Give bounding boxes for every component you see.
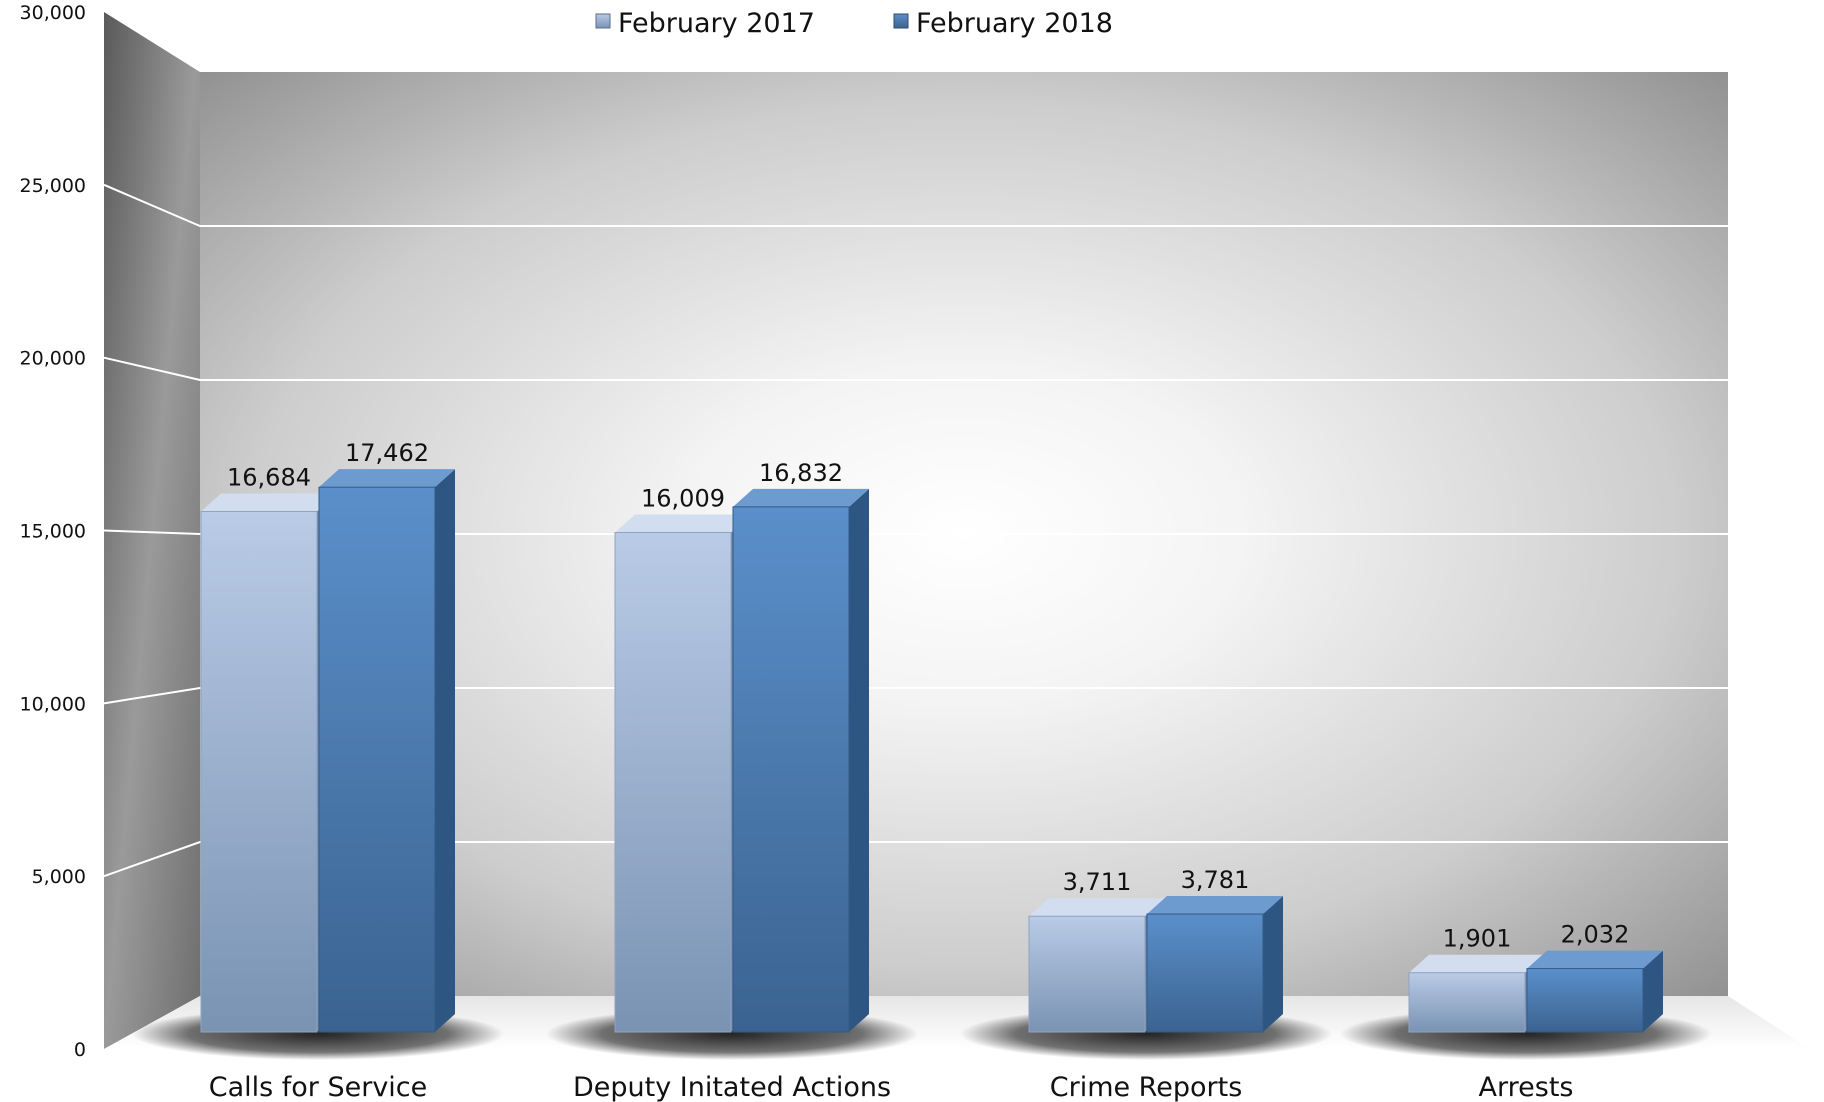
y-tick-label: 10,000 [20,693,86,715]
bar [614,514,751,1033]
bar [200,493,337,1033]
bar-top [1147,896,1283,915]
bar-front [1408,972,1526,1033]
gridline [103,841,1728,878]
data-label: 17,462 [345,439,429,467]
bar [1526,950,1663,1033]
bar-front [1146,913,1264,1033]
bar-top [1029,898,1165,917]
legend: February 2017 February 2018 [595,8,1113,39]
data-label: 16,832 [759,459,843,487]
data-label: 1,901 [1443,925,1512,953]
side-wall [104,12,200,1049]
bar-side [849,488,869,1032]
bar-front [1028,915,1146,1033]
legend-swatch-feb-2018 [893,13,909,29]
data-label: 3,781 [1181,866,1250,894]
y-tick-label: 15,000 [20,521,86,543]
legend-label-feb-2017: February 2017 [618,8,815,39]
y-tick-label: 0 [74,1039,86,1061]
y-tick-label: 20,000 [20,348,86,370]
bar-top [201,493,337,512]
y-tick-label: 25,000 [20,175,86,197]
y-tick-label: 30,000 [20,2,86,24]
bars [200,469,1663,1033]
data-label: 16,684 [227,463,311,491]
gridline [103,529,1728,535]
category-label: Calls for Service [209,1072,428,1102]
bar-front [732,506,850,1033]
bar-front [200,510,318,1033]
gridline [103,687,1728,705]
data-label: 16,009 [641,485,725,513]
y-axis-ticks: 0 5,000 10,000 15,000 20,000 25,000 30,000 [20,2,86,1061]
bar-top [733,488,869,507]
bar [1028,898,1165,1033]
gridlines [103,183,1728,878]
gridline [103,183,1728,227]
data-label: 2,032 [1561,921,1630,949]
bar-front [318,486,436,1033]
bar-front [1526,968,1644,1033]
bar-top [615,514,751,533]
x-axis-categories: Calls for Service Deputy Initated Actions… [209,1072,1574,1102]
category-label: Arrests [1479,1072,1574,1102]
gridline [103,356,1728,381]
category-label: Deputy Initated Actions [573,1072,891,1102]
legend-label-feb-2018: February 2018 [916,8,1113,39]
category-label: Crime Reports [1050,1072,1243,1102]
data-labels: 16,684 17,462 16,009 16,832 3,711 3,781 1,901 2… [227,439,1629,953]
bar-top [1527,950,1663,969]
legend-swatch-feb-2017 [595,13,611,29]
bar-top [1409,954,1545,973]
bar [318,469,455,1033]
bar-top [319,469,455,488]
bar-side [1643,950,1663,1032]
y-tick-label: 5,000 [32,866,86,888]
bar-side [1263,896,1283,1032]
bar [1146,896,1283,1033]
data-label: 3,711 [1063,868,1132,896]
bar-front [614,532,732,1033]
bar-side [435,469,455,1032]
bar [1408,954,1545,1033]
bar [732,488,869,1033]
